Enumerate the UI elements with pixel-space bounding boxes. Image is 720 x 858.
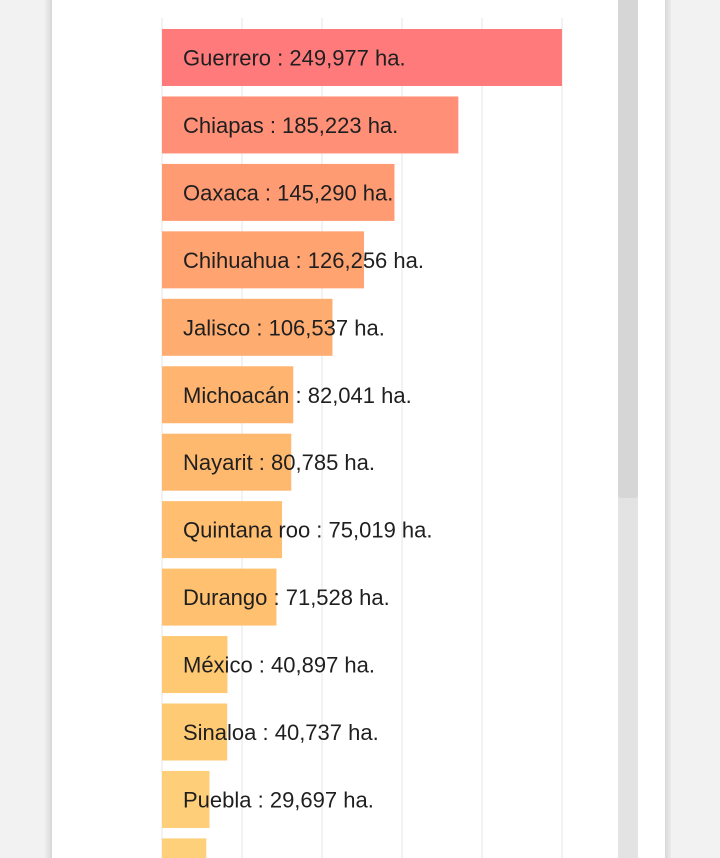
bar-data-label: Jalisco : 106,537 ha.	[183, 315, 385, 340]
bar-durango[interactable]	[162, 568, 277, 626]
bar-jalisco[interactable]	[162, 298, 333, 356]
bar-data-label: Quintana roo : 75,019 ha.	[183, 518, 433, 543]
bar-data-label: Chiapas : 185,223 ha.	[183, 113, 398, 138]
bar-data-label: Oaxaca : 145,290 ha.	[183, 180, 393, 205]
bar-data-label: Michoacán : 82,041 ha.	[183, 383, 412, 408]
bar-data-label: Guerrero : 249,977 ha.	[183, 46, 406, 71]
bar-chihuahua[interactable]	[162, 231, 365, 289]
page-right-edge	[665, 0, 671, 858]
scrollbar-thumb[interactable]	[618, 0, 638, 498]
bar-data-label: México : 40,897 ha.	[183, 653, 375, 678]
bar-puebla[interactable]	[162, 770, 210, 828]
bar-data-label: Sinaloa : 40,737 ha.	[183, 720, 379, 745]
bar-data-label: Puebla : 29,697 ha.	[183, 787, 374, 812]
bar-nayarit[interactable]	[162, 433, 292, 491]
bar-quintana-roo[interactable]	[162, 501, 283, 559]
bar-chiapas[interactable]	[162, 96, 459, 154]
bar-data-label: Durango : 71,528 ha.	[183, 585, 390, 610]
page-left-shadow	[44, 0, 54, 858]
bar-oaxaca[interactable]	[162, 163, 395, 221]
bar-data-label: Chihuahua : 126,256 ha.	[183, 248, 424, 273]
bar-m-xico[interactable]	[162, 636, 228, 694]
bar-data-label: Campeche : 27,667 ha.	[183, 855, 412, 858]
bar-sinaloa[interactable]	[162, 703, 228, 761]
bar-guerrero[interactable]	[162, 29, 562, 86]
bar-michoac-n[interactable]	[162, 366, 294, 424]
bar-campeche[interactable]	[162, 838, 207, 858]
bar-data-label: Nayarit : 80,785 ha.	[183, 450, 375, 475]
